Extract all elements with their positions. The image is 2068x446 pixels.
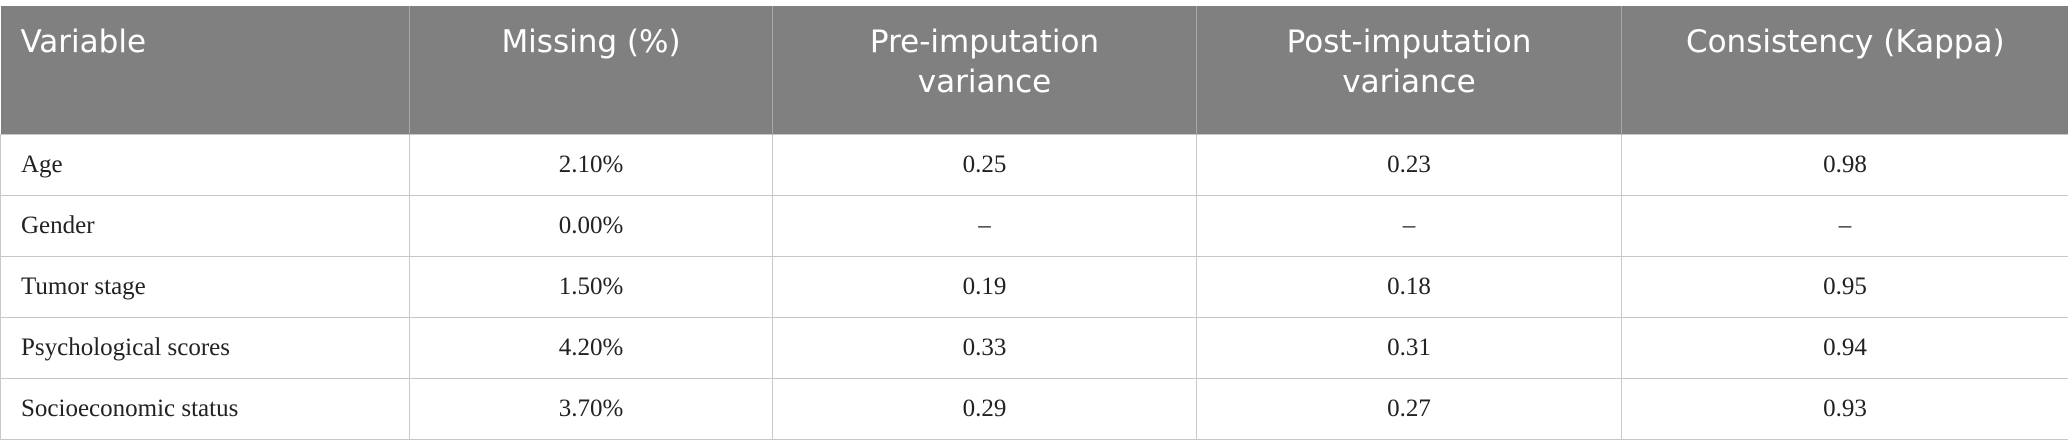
table-cell: Gender: [1, 196, 410, 257]
header-text: Consistency (Kappa): [1642, 22, 2049, 62]
table-cell: 0.25: [773, 135, 1197, 196]
table-cell: 0.31: [1197, 318, 1622, 379]
table-cell: 0.19: [773, 257, 1197, 318]
header-text: Post-imputation variance: [1274, 22, 1544, 102]
table-cell: 0.94: [1622, 318, 2068, 379]
page: {"table": { "header": ["Variable", "Miss…: [0, 6, 2068, 446]
header-cell: Variable: [1, 6, 410, 135]
table-cell: Socioeconomic status: [1, 379, 410, 440]
table-cell: 0.18: [1197, 257, 1622, 318]
header-cell: Missing (%): [410, 6, 773, 135]
table-cell: –: [1622, 196, 2068, 257]
table-cell: –: [1197, 196, 1622, 257]
data-table: Variable Missing (%) Pre-imputation varian…: [0, 6, 2068, 440]
table-cell: –: [773, 196, 1197, 257]
header-cell: Consistency (Kappa): [1622, 6, 2068, 135]
header-text: Variable: [21, 22, 390, 62]
table-cell: Tumor stage: [1, 257, 410, 318]
table-cell: 3.70%: [410, 379, 773, 440]
table-cell: 0.29: [773, 379, 1197, 440]
table-cell: 0.93: [1622, 379, 2068, 440]
header-cell: Pre-imputation variance: [773, 6, 1197, 135]
table-cell: 0.00%: [410, 196, 773, 257]
table-cell: 4.20%: [410, 318, 773, 379]
table-cell: 0.95: [1622, 257, 2068, 318]
header-text: Pre-imputation variance: [850, 22, 1120, 102]
table-cell: 0.27: [1197, 379, 1622, 440]
table-cell: 0.98: [1622, 135, 2068, 196]
header-cell: Post-imputation variance: [1197, 6, 1622, 135]
table-cell: 0.33: [773, 318, 1197, 379]
header-row: Variable Missing (%) Pre-imputation varian…: [1, 6, 2068, 135]
table-cell: Psychological scores: [1, 318, 410, 379]
table-cell: 1.50%: [410, 257, 773, 318]
table-cell: 2.10%: [410, 135, 773, 196]
header-text: Missing (%): [430, 22, 752, 62]
table-cell: 0.23: [1197, 135, 1622, 196]
table-cell: Age: [1, 135, 410, 196]
